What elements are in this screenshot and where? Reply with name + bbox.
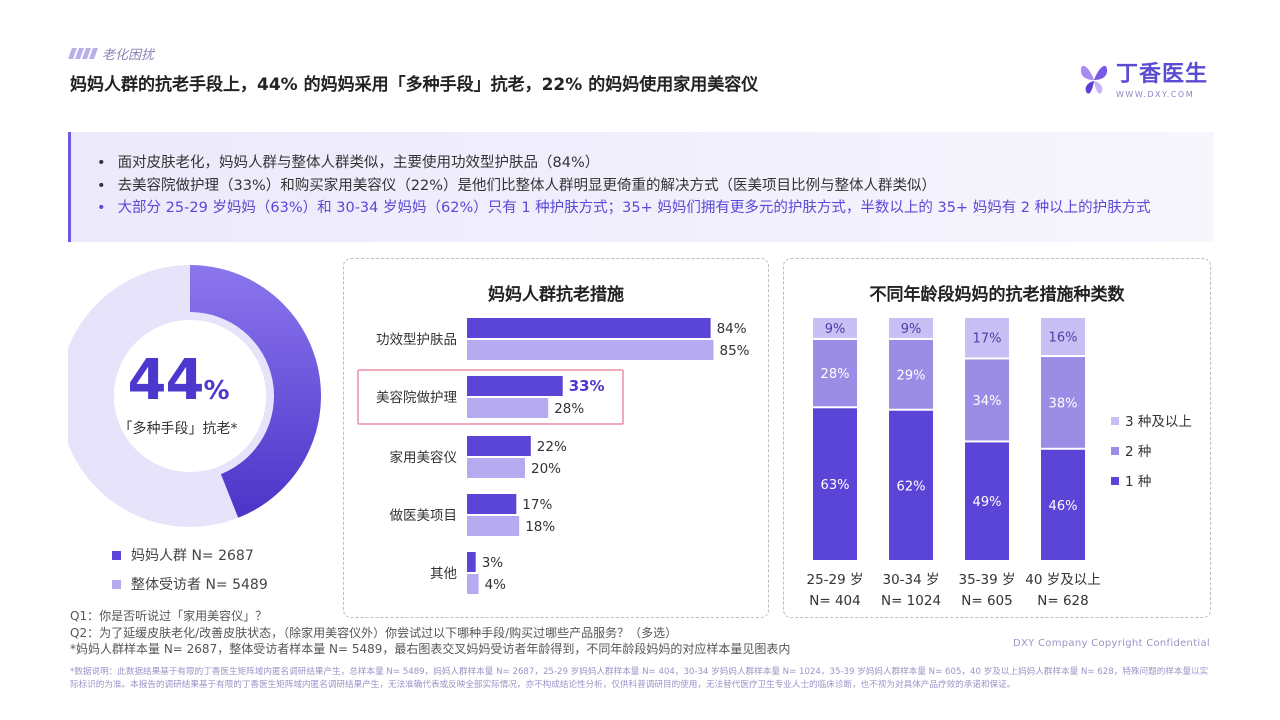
segment-label: 28%	[821, 367, 850, 382]
bar-mothers	[467, 318, 711, 338]
bar-all	[467, 516, 520, 536]
section-tag-label: 老化困扰	[102, 48, 155, 63]
age-label: 40 岁及以上	[1025, 572, 1100, 588]
segment-label: 46%	[1049, 499, 1078, 514]
donut-hole	[114, 320, 266, 472]
donut-svg	[59, 265, 321, 527]
section-tag: 老化困扰	[67, 44, 155, 63]
age-chart-title: 不同年龄段妈妈的抗老措施种类数	[869, 285, 1125, 305]
stack-segment	[889, 318, 933, 338]
age-label: 35-39 岁	[958, 572, 1015, 588]
donut-value: 44%	[127, 348, 230, 413]
stack-segment	[1041, 449, 1085, 560]
category-label: 功效型护肤品	[376, 332, 457, 348]
bar-all	[467, 574, 479, 594]
category-label: 家用美容仪	[390, 449, 458, 466]
summary-point: 去美容院做护理（33%）和购买家用美容仪（22%）是他们比整体人群明显更倚重的解…	[97, 175, 1214, 198]
summary-point-highlight: 大部分 25-29 岁妈妈（63%）和 30-34 岁妈妈（62%）只有 1 种…	[97, 197, 1214, 220]
highlight-box	[357, 369, 624, 425]
bar-mothers	[467, 436, 531, 456]
bar-value-label: 20%	[531, 461, 561, 477]
category-label: 其他	[430, 566, 457, 582]
bar-value-label: 17%	[522, 497, 552, 513]
footnote-q2: Q2：为了延缓皮肤老化/改善皮肤状态，（除家用美容仪外）你尝试过以下哪种手段/购…	[70, 625, 678, 640]
sample-size-label: N= 605	[961, 593, 1012, 609]
page-title: 妈妈人群的抗老手段上，44% 的妈妈采用「多种手段」抗老，22% 的妈妈使用家用…	[70, 75, 759, 95]
bar-value-label: 22%	[537, 439, 567, 455]
segment-label: 17%	[973, 332, 1002, 347]
category-label: 做医美项目	[390, 508, 458, 524]
category-label: 美容院做护理	[376, 389, 457, 406]
summary-point: 面对皮肤老化，妈妈人群与整体人群类似，主要使用功效型护肤品（84%）	[97, 152, 1214, 175]
stack-segment	[889, 410, 933, 560]
footnote-sample: *妈妈人群样本量 N= 2687，整体受访者样本量 N= 5489，最右图表交叉…	[70, 642, 791, 656]
brand-name: 丁香医生	[1116, 62, 1209, 87]
donut-legend: 妈妈人群 N= 2687 整体受访者 N= 5489	[112, 545, 268, 603]
segment-label: 9%	[825, 322, 846, 337]
sample-size-label: N= 628	[1037, 593, 1088, 609]
tag-stripes-icon	[67, 48, 99, 59]
segment-label: 63%	[821, 478, 850, 493]
segment-label: 16%	[1049, 331, 1078, 346]
bar-all	[467, 398, 549, 418]
legend-swatch	[112, 550, 121, 560]
stack-segment	[889, 339, 933, 409]
bar-value-label: 85%	[720, 343, 750, 359]
segment-label: 38%	[1049, 396, 1078, 411]
bar-value-label: 33%	[569, 377, 605, 395]
segment-label: 9%	[901, 322, 922, 337]
bar-value-label: 28%	[554, 401, 584, 417]
brand-url: WWW.DXY.COM	[1116, 90, 1195, 99]
stack-segment	[813, 318, 857, 338]
bar-value-label: 4%	[485, 577, 507, 593]
summary-box: 面对皮肤老化，妈妈人群与整体人群类似，主要使用功效型护肤品（84%） 去美容院做…	[68, 132, 1214, 242]
legend-item-mothers: 妈妈人群 N= 2687	[112, 545, 268, 565]
footnote-q1: Q1：你是否听说过「家用美容仪」？	[70, 609, 268, 623]
donut-chart: 44% 「多种手段」抗老*	[59, 262, 330, 530]
measures-bar-chart: 功效型护肤品 84% 85% 美容院做护理 33% 28% 家用美容仪 22% 20% 做医美项目…	[357, 318, 750, 594]
age-label: 25-29 岁	[806, 572, 863, 588]
measures-panel	[343, 258, 769, 618]
bar-value-label: 84%	[717, 321, 747, 337]
segment-label: 29%	[897, 368, 926, 383]
bar-mothers	[467, 552, 476, 572]
brand-logo: 丁香医生 WWW.DXY.COM	[1078, 56, 1208, 99]
bar-value-label: 3%	[482, 555, 504, 571]
bar-all	[467, 340, 714, 360]
legend-item-all: 整体受访者 N= 5489	[112, 574, 268, 594]
bar-all	[467, 458, 525, 478]
legend-swatch	[112, 579, 121, 589]
segment-label: 34%	[973, 394, 1002, 409]
age-label: 30-34 岁	[882, 572, 939, 588]
legend-swatch	[1111, 477, 1119, 485]
stack-segment	[965, 442, 1009, 560]
copyright: DXY Company Copyright Confidential	[1012, 638, 1210, 649]
legend-label: 2 种	[1125, 444, 1151, 460]
butterfly-logo-icon	[1080, 65, 1108, 94]
stack-segment	[1041, 318, 1085, 356]
fine-print: *数据说明：此数据结果基于有限的丁香医生矩阵域内匿名调研结果产生，总样本量 N=…	[70, 667, 1209, 690]
bar-mothers	[467, 376, 563, 396]
legend-swatch	[1111, 417, 1119, 425]
stack-segment	[813, 408, 857, 560]
legend-label: 3 种及以上	[1125, 414, 1192, 430]
segment-label: 62%	[897, 479, 926, 494]
sample-size-label: N= 404	[809, 593, 860, 609]
segment-label: 49%	[973, 495, 1002, 510]
stack-segment	[1041, 357, 1085, 448]
sample-size-label: N= 1024	[881, 593, 941, 609]
bar-mothers	[467, 494, 517, 514]
donut-slice-multiple-means	[190, 265, 321, 518]
stack-segment	[965, 359, 1009, 441]
donut-caption: 「多种手段」抗老*	[118, 421, 238, 437]
legend-label: 1 种	[1125, 474, 1151, 490]
age-panel	[783, 258, 1211, 618]
bar-value-label: 18%	[525, 519, 555, 535]
stack-segment	[813, 339, 857, 407]
footnotes: Q1：你是否听说过「家用美容仪」？ Q2：为了延缓皮肤老化/改善皮肤状态，（除家…	[70, 608, 790, 658]
measures-chart-title: 妈妈人群抗老措施	[488, 285, 624, 305]
legend-swatch	[1111, 447, 1119, 455]
age-stacked-bar-chart: 63% 28% 9% 25-29 岁 N= 404 62% 29% 9% 30-34 岁 N= 1…	[806, 318, 1192, 609]
stack-segment	[965, 318, 1009, 358]
